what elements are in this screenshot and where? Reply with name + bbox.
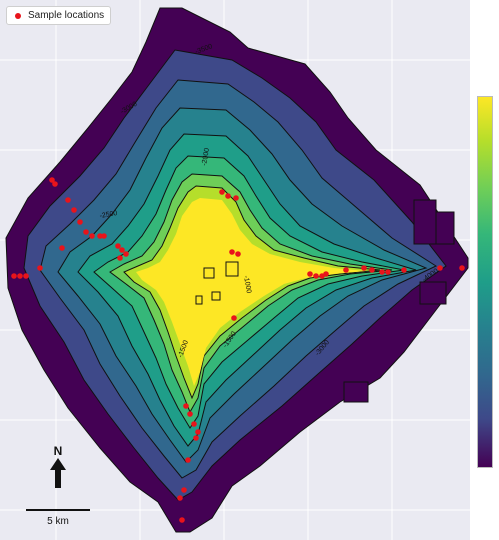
contour-label: -2000 [201,147,211,166]
peak-contour-3 [211,291,221,301]
legend-label: Sample locations [28,10,105,21]
sample-marker [17,273,23,279]
sample-marker [187,411,193,417]
east-pocket-4 [343,381,369,403]
sample-marker [183,403,189,409]
sample-marker [83,229,89,235]
arrow-up-icon [50,458,66,488]
peak-contour-1 [203,267,215,279]
sample-marker [385,269,391,275]
sample-marker [369,267,375,273]
bathymetry-layers [5,7,469,533]
sample-marker [65,197,71,203]
sample-marker [323,271,329,277]
sample-marker [11,273,17,279]
peak-contour-2 [225,261,239,277]
sample-markers [11,177,465,523]
map-legend: Sample locations [6,6,111,25]
sample-marker [123,251,129,257]
sample-marker [97,233,103,239]
sample-marker [225,193,231,199]
sample-marker [437,265,443,271]
sample-marker [229,249,235,255]
sample-marker [89,233,95,239]
sample-marker [49,177,55,183]
north-label: N [53,444,63,458]
contour-label: -2500 [99,210,118,220]
sample-marker [459,265,465,271]
sample-marker [235,251,241,257]
sample-marker [119,247,125,253]
sample-marker [219,189,225,195]
sample-marker [307,271,313,277]
sample-marker [77,219,83,225]
sample-marker [401,267,407,273]
east-pocket-1 [413,199,437,245]
sample-marker [361,265,367,271]
sample-legend-marker [15,12,21,19]
scale-bar-line [26,509,90,511]
sample-marker [179,517,185,523]
sample-marker [177,495,183,501]
sample-marker [313,273,319,279]
sample-marker [233,195,239,201]
sample-marker [379,269,385,275]
sample-marker [191,421,197,427]
east-pocket-3 [419,281,447,305]
peak-contour-4 [195,295,203,305]
sample-marker [101,233,107,239]
scale-bar: 5 km [26,509,90,527]
sample-marker [193,435,199,441]
sample-marker [343,267,349,273]
contour-label: -1000 [242,275,252,294]
sample-marker [52,181,58,187]
sample-marker [195,429,201,435]
north-arrow: N [46,444,70,493]
sample-marker [185,457,191,463]
sample-marker [59,245,65,251]
colorbar [477,96,493,468]
sample-marker [23,273,29,279]
sample-marker [117,255,123,261]
scale-bar-label: 5 km [47,516,69,527]
sample-marker [71,207,77,213]
depth-layer-9 [136,198,366,386]
sample-marker [115,243,121,249]
east-pocket-2 [435,211,455,245]
sample-marker [231,315,237,321]
sample-marker [37,265,43,271]
sample-marker [181,487,187,493]
